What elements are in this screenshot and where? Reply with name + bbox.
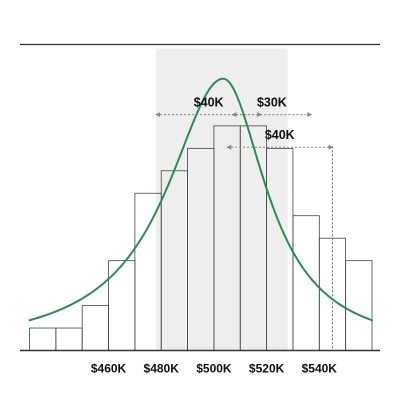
histogram-bar — [81, 305, 109, 351]
tick-labels-layer: $460K $480K $500K $520K $540K — [91, 362, 337, 376]
histogram-bar — [345, 260, 373, 351]
axes-layer — [20, 43, 380, 352]
x-tick-label: $460K — [91, 362, 127, 376]
histogram-bar — [29, 327, 57, 351]
x-tick-label: $520K — [249, 362, 285, 376]
x-tick-label: $500K — [196, 362, 232, 376]
annotation-label: $40K — [194, 96, 224, 110]
x-tick-label: $540K — [302, 362, 338, 376]
density-curve-layer — [28, 77, 373, 322]
density-curve — [28, 77, 373, 322]
annotation-label: $40K — [265, 128, 295, 142]
annotation-label: $30K — [257, 96, 287, 110]
annotations-layer: $40K $30K $40K — [155, 96, 334, 150]
shaded-range — [155, 48, 288, 351]
histogram-bar — [55, 327, 83, 351]
x-tick-label: $480K — [144, 362, 180, 376]
shaded-region-layer — [155, 48, 288, 351]
